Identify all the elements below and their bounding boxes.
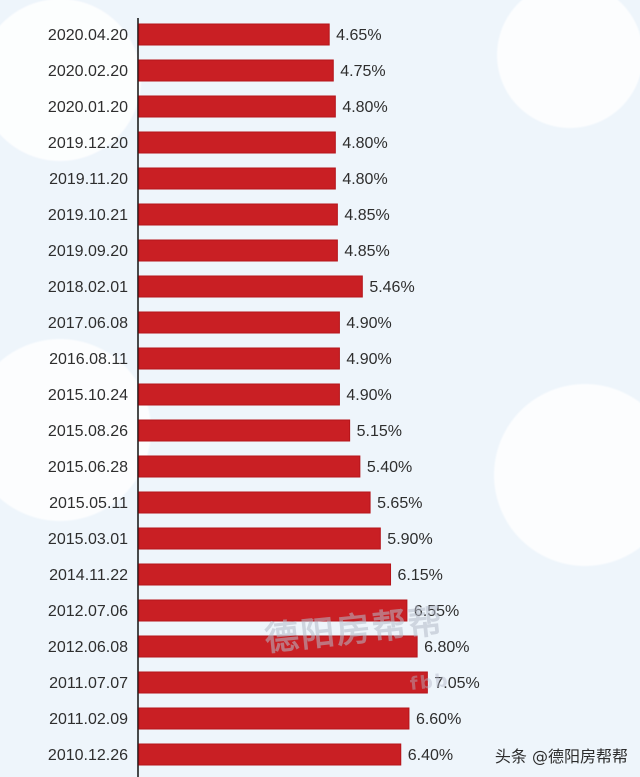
bar bbox=[138, 239, 338, 262]
value-label: 4.90% bbox=[346, 387, 391, 404]
value-label: 7.05% bbox=[434, 675, 479, 692]
value-label: 4.80% bbox=[342, 99, 387, 116]
category-label: 2012.06.08 bbox=[48, 639, 128, 656]
category-label: 2018.02.01 bbox=[48, 279, 128, 296]
category-label: 2020.01.20 bbox=[48, 99, 128, 116]
bar bbox=[138, 599, 408, 622]
bar bbox=[138, 707, 410, 730]
value-label: 5.46% bbox=[369, 279, 414, 296]
value-label: 4.90% bbox=[346, 351, 391, 368]
value-label: 5.40% bbox=[367, 459, 412, 476]
value-label: 5.90% bbox=[387, 531, 432, 548]
category-label: 2010.12.26 bbox=[48, 747, 128, 764]
value-label: 5.65% bbox=[377, 495, 422, 512]
category-label: 2019.11.20 bbox=[49, 171, 128, 188]
category-label: 2011.07.07 bbox=[49, 675, 128, 692]
bar bbox=[138, 23, 330, 46]
bar bbox=[138, 455, 361, 478]
bar bbox=[138, 203, 338, 226]
value-label: 4.90% bbox=[346, 315, 391, 332]
value-label: 4.80% bbox=[342, 171, 387, 188]
category-label: 2017.06.08 bbox=[48, 315, 128, 332]
category-label: 2015.05.11 bbox=[49, 495, 128, 512]
value-label: 4.85% bbox=[344, 243, 389, 260]
bar bbox=[138, 311, 340, 334]
category-label: 2011.02.09 bbox=[49, 711, 128, 728]
value-label: 6.60% bbox=[416, 711, 461, 728]
value-label: 4.85% bbox=[344, 207, 389, 224]
bar bbox=[138, 167, 336, 190]
bar bbox=[138, 563, 392, 586]
bar bbox=[138, 419, 351, 442]
value-label: 4.75% bbox=[340, 63, 385, 80]
category-label: 2019.09.20 bbox=[48, 243, 128, 260]
bar bbox=[138, 59, 334, 82]
bar bbox=[138, 95, 336, 118]
value-label: 4.80% bbox=[342, 135, 387, 152]
value-label: 4.65% bbox=[336, 27, 381, 44]
value-label: 6.40% bbox=[408, 747, 453, 764]
category-label: 2019.12.20 bbox=[48, 135, 128, 152]
value-label: 6.55% bbox=[414, 603, 459, 620]
category-label: 2020.02.20 bbox=[48, 63, 128, 80]
bar bbox=[138, 635, 418, 658]
bar bbox=[138, 131, 336, 154]
category-label: 2015.03.01 bbox=[48, 531, 128, 548]
value-label: 6.15% bbox=[398, 567, 443, 584]
category-label: 2015.06.28 bbox=[48, 459, 128, 476]
bar bbox=[138, 275, 363, 298]
category-label: 2019.10.21 bbox=[48, 207, 128, 224]
category-label: 2015.08.26 bbox=[48, 423, 128, 440]
bar bbox=[138, 743, 402, 766]
bar bbox=[138, 347, 340, 370]
bar bbox=[138, 671, 428, 694]
bar bbox=[138, 527, 381, 550]
value-label: 5.15% bbox=[357, 423, 402, 440]
value-label: 6.80% bbox=[424, 639, 469, 656]
category-label: 2016.08.11 bbox=[49, 351, 128, 368]
category-label: 2015.10.24 bbox=[48, 387, 128, 404]
bar bbox=[138, 491, 371, 514]
category-label: 2020.04.20 bbox=[48, 27, 128, 44]
category-label: 2014.11.22 bbox=[49, 567, 128, 584]
bar bbox=[138, 383, 340, 406]
category-label: 2012.07.06 bbox=[48, 603, 128, 620]
footer-credit: 头条 @德阳房帮帮 bbox=[494, 747, 628, 766]
watermark-subtext: fbb bbox=[409, 669, 451, 696]
